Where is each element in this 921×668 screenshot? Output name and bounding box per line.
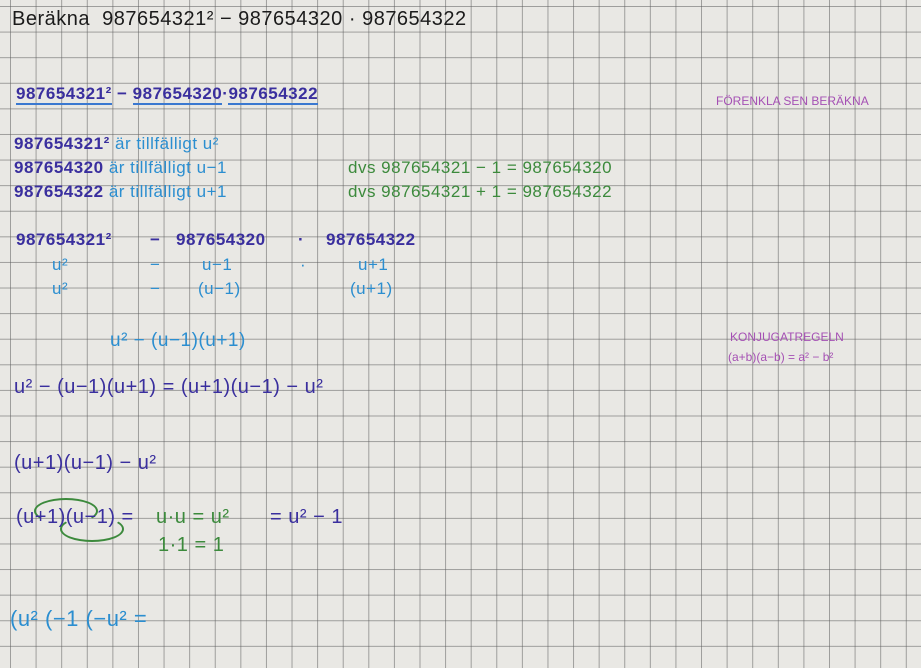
cell: 987654320 <box>176 230 266 249</box>
task-label: Beräkna <box>12 8 90 30</box>
substitution-row: 987654322 är tillfälligt u+1 <box>14 182 227 202</box>
sub-number: 987654320 <box>14 158 104 177</box>
cell: u+1 <box>358 255 389 274</box>
step-6: (u² (−1 (−u² = <box>10 606 148 631</box>
pairing-arc-bottom <box>60 516 124 542</box>
substitution-row: 987654320 är tillfälligt u−1 <box>14 158 227 178</box>
sub-check: dvs 987654321 − 1 = 987654320 <box>348 158 613 177</box>
step-4-right: = u² − 1 <box>270 506 343 528</box>
cell: · <box>298 230 305 249</box>
step-1: u² − (u−1)(u+1) <box>110 330 246 351</box>
substitution-row: 987654321² är tillfälligt u² <box>14 134 219 154</box>
cell: (u−1) <box>198 279 241 298</box>
term-c: 987654322 <box>228 84 319 105</box>
step-5: 1·1 = 1 <box>158 534 225 556</box>
cell: (u+1) <box>350 279 393 298</box>
sub-text: är tillfälligt u+1 <box>108 182 227 201</box>
note-conjugate-rule: (a+b)(a−b) = a² − b² <box>728 350 834 364</box>
expression-underlined: 987654321² − 987654320·987654322 <box>16 84 319 105</box>
cell: 987654321² <box>16 230 112 249</box>
term-b: 987654320 <box>132 84 223 105</box>
term-a: 987654321² <box>16 84 112 105</box>
step-4-left: (u+1)(u−1) = <box>16 506 134 528</box>
sub-number: 987654322 <box>14 182 104 201</box>
sub-text: är tillfälligt u−1 <box>108 158 227 177</box>
task-expression: 987654321² − 987654320 · 987654322 <box>102 8 467 30</box>
sub-check: dvs 987654321 + 1 = 987654322 <box>348 182 613 201</box>
dot-sign: · <box>222 84 229 103</box>
cell: − <box>150 230 161 249</box>
cell: · <box>300 255 307 274</box>
note-conjugate-title: KONJUGATREGELN <box>730 330 844 344</box>
cell: u² <box>52 279 69 298</box>
cell: 987654322 <box>326 230 416 249</box>
sub-text: är tillfälligt u² <box>115 134 219 153</box>
cell: u−1 <box>202 255 233 274</box>
step-3: (u+1)(u−1) − u² <box>14 452 157 474</box>
step-4-mid: u·u = u² <box>156 506 230 528</box>
cell: − <box>150 255 161 274</box>
task-title: Beräkna 987654321² − 987654320 · 9876543… <box>12 8 467 31</box>
sub-number: 987654321² <box>14 134 110 153</box>
cell: − <box>150 279 161 298</box>
pairing-arc-top <box>34 498 98 524</box>
note-simplify: FÖRENKLA SEN BERÄKNA <box>716 94 869 108</box>
step-2: u² − (u−1)(u+1) = (u+1)(u−1) − u² <box>14 376 324 398</box>
cell: u² <box>52 255 69 274</box>
minus-sign: − <box>117 84 128 103</box>
